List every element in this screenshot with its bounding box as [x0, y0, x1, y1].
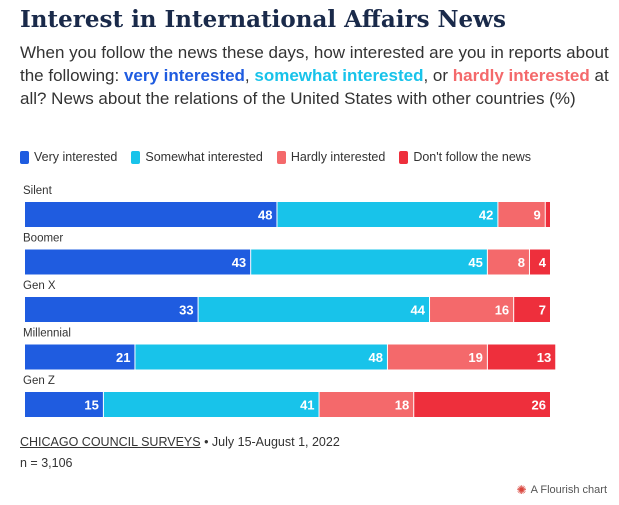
source-link[interactable]: CHICAGO COUNCIL SURVEYS: [20, 435, 201, 449]
data-label-silent-somewhat-interested: 42: [479, 208, 493, 223]
flourish-logo-icon: ✺: [516, 483, 527, 497]
data-label-millennial-hardly-interested: 19: [468, 350, 482, 365]
bar-segment-silent-very-interested[interactable]: [25, 202, 277, 227]
data-label-silent-hardly-interested: 9: [534, 208, 541, 223]
legend-label: Hardly interested: [290, 150, 386, 164]
bar-segment-boomer-hardly-interested[interactable]: [487, 249, 529, 275]
bar-segment-gen-z-somewhat-interested[interactable]: [103, 392, 319, 417]
data-label-boomer-very-interested: 43: [232, 255, 246, 270]
chart-title: Interest in International Affairs News: [20, 6, 506, 33]
data-label-gen-x-somewhat-interested: 44: [411, 303, 426, 318]
subtitle-hardly-interested: hardly interested: [452, 66, 590, 85]
data-label-gen-z-hardly-interested: 18: [395, 398, 409, 413]
category-label-millennial: Millennial: [23, 328, 71, 340]
bar-segment-boomer-don-t-follow-the-news[interactable]: [529, 249, 550, 275]
bar-segment-millennial-hardly-interested[interactable]: [387, 344, 487, 370]
subtitle-very-interested: very interested: [123, 66, 245, 85]
data-label-gen-z-don-t-follow-the-news: 26: [532, 398, 546, 413]
stacked-bar-chart: Silent 48 42 9 Boomer 43 45 8 4 Gen X 33 44 16 7 Mille…: [23, 185, 556, 417]
legend-item-hardly-interested[interactable]: Hardly interested: [276, 150, 386, 164]
chart-source: CHICAGO COUNCIL SURVEYS • July 15-August…: [20, 435, 340, 449]
bar-segment-silent-don-t-follow-the-news[interactable]: [545, 202, 550, 227]
bar-segment-gen-z-hardly-interested[interactable]: [319, 392, 414, 417]
legend-label: Very interested: [34, 150, 118, 164]
subtitle-separator: , or: [423, 66, 453, 85]
subtitle-somewhat-interested: somewhat interested: [254, 66, 424, 85]
legend-swatch: [20, 150, 29, 164]
legend-label: Don't follow the news: [413, 150, 532, 164]
bar-segment-gen-x-don-t-follow-the-news[interactable]: [514, 297, 550, 322]
data-label-gen-x-don-t-follow-the-news: 7: [539, 303, 546, 318]
flourish-credit-label: A Flourish chart: [530, 484, 607, 496]
data-label-gen-z-somewhat-interested: 41: [300, 398, 314, 413]
bar-segment-silent-hardly-interested[interactable]: [498, 202, 545, 227]
legend-item-dont-follow[interactable]: Don't follow the news: [399, 150, 531, 164]
sample-size-note: n = 3,106: [20, 456, 73, 470]
bar-segment-silent-somewhat-interested[interactable]: [277, 202, 498, 227]
bar-segment-gen-x-hardly-interested[interactable]: [430, 297, 514, 322]
bar-segment-millennial-very-interested[interactable]: [25, 344, 135, 370]
bar-segment-gen-x-somewhat-interested[interactable]: [198, 297, 430, 322]
category-label-gen-z: Gen Z: [23, 375, 55, 387]
bar-segment-boomer-somewhat-interested[interactable]: [251, 249, 487, 275]
legend-item-very-interested[interactable]: Very interested: [20, 150, 117, 164]
data-label-gen-x-very-interested: 33: [179, 303, 193, 318]
data-label-millennial-very-interested: 21: [116, 350, 130, 365]
legend-swatch: [131, 150, 141, 164]
source-details: • July 15-August 1, 2022: [200, 435, 340, 449]
data-label-millennial-don-t-follow-the-news: 13: [537, 350, 551, 365]
legend-swatch: [399, 150, 409, 164]
data-label-millennial-somewhat-interested: 48: [368, 350, 382, 365]
legend-swatch: [276, 150, 286, 164]
bar-segment-millennial-don-t-follow-the-news[interactable]: [487, 344, 556, 370]
bar-segment-millennial-somewhat-interested[interactable]: [135, 344, 387, 370]
subtitle-text: at all? News about the relations of the …: [20, 66, 609, 108]
data-label-silent-very-interested: 48: [258, 208, 272, 223]
data-label-gen-x-hardly-interested: 16: [495, 303, 509, 318]
data-label-boomer-hardly-interested: 8: [518, 255, 525, 270]
legend-item-somewhat-interested[interactable]: Somewhat interested: [131, 150, 263, 164]
bar-segment-gen-z-very-interested[interactable]: [25, 392, 103, 417]
legend-label: Somewhat interested: [145, 150, 263, 164]
data-label-gen-z-very-interested: 15: [84, 398, 98, 413]
bar-segment-boomer-very-interested[interactable]: [25, 249, 251, 275]
chart-legend: Very interested Somewhat interested Hard…: [20, 150, 531, 164]
data-label-boomer-somewhat-interested: 45: [468, 255, 482, 270]
flourish-credit[interactable]: ✺ A Flourish chart: [517, 483, 607, 497]
chart-subtitle: When you follow the news these days, how…: [20, 41, 610, 110]
category-label-boomer: Boomer: [23, 233, 63, 245]
data-label-boomer-don-t-follow-the-news: 4: [539, 255, 547, 270]
category-label-silent: Silent: [23, 185, 53, 197]
subtitle-text: When you follow the news these days, how…: [20, 43, 609, 85]
bar-segment-gen-z-don-t-follow-the-news[interactable]: [414, 392, 550, 417]
subtitle-separator: ,: [244, 66, 255, 85]
category-label-gen-x: Gen X: [23, 280, 56, 292]
bar-segment-gen-x-very-interested[interactable]: [25, 297, 198, 322]
